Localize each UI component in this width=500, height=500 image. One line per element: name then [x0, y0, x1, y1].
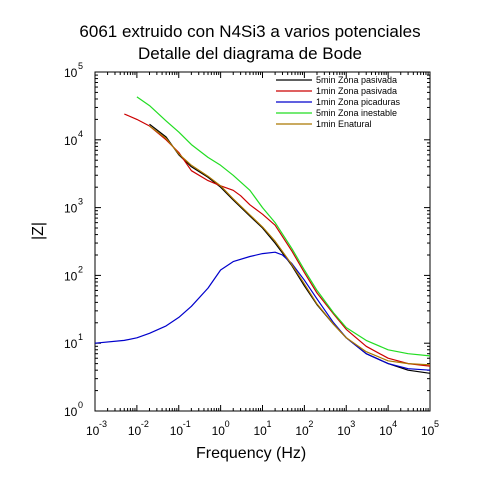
legend-entry: 5min Zona pasivada [316, 75, 397, 85]
x-tick-label: 10 [212, 424, 226, 438]
y-tick-exponent: 3 [78, 197, 83, 207]
x-tick-label: 10 [128, 424, 142, 438]
y-tick-label: 10 [64, 202, 78, 216]
x-tick-label: 10 [337, 424, 351, 438]
x-tick-exponent: -3 [99, 419, 107, 429]
y-tick-exponent: 0 [78, 400, 83, 410]
x-tick-label: 10 [295, 424, 309, 438]
y-tick-exponent: 4 [78, 129, 83, 139]
y-tick-exponent: 2 [78, 264, 83, 274]
y-tick-label: 10 [64, 405, 78, 419]
x-tick-label: 10 [379, 424, 393, 438]
series-line-2 [124, 113, 431, 367]
x-tick-label: 10 [170, 424, 184, 438]
series-line-5 [149, 125, 431, 366]
series-line-3 [94, 251, 431, 371]
x-tick-exponent: 0 [225, 419, 230, 429]
legend-entry: 1min Zona pasivada [316, 86, 397, 96]
x-tick-exponent: -1 [183, 419, 191, 429]
y-tick-label: 10 [64, 269, 78, 283]
x-tick-exponent: 1 [267, 419, 272, 429]
legend-entry: 1min Zona picaduras [316, 97, 401, 107]
x-tick-exponent: 4 [392, 419, 397, 429]
x-tick-exponent: 3 [350, 419, 355, 429]
x-tick-label: 10 [254, 424, 268, 438]
series-line-4 [136, 96, 431, 357]
y-tick-exponent: 5 [78, 61, 83, 71]
y-tick-exponent: 1 [78, 332, 83, 342]
chart-title: 6061 extruido con N4Si3 a varios potenci… [79, 22, 421, 41]
x-tick-label: 10 [421, 424, 435, 438]
x-tick-exponent: 5 [434, 419, 439, 429]
x-tick-exponent: -2 [141, 419, 149, 429]
y-axis-label: |Z| [30, 221, 47, 240]
x-tick-exponent: 2 [308, 419, 313, 429]
y-tick-label: 10 [64, 66, 78, 80]
x-axis-label: Frequency (Hz) [196, 445, 307, 462]
legend-entry: 1min Enatural [316, 119, 372, 129]
x-tick-label: 10 [86, 424, 100, 438]
y-tick-label: 10 [64, 134, 78, 148]
chart-subtitle: Detalle del diagrama de Bode [138, 44, 362, 63]
legend-entry: 5min Zona inestable [316, 108, 397, 118]
y-tick-label: 10 [64, 337, 78, 351]
